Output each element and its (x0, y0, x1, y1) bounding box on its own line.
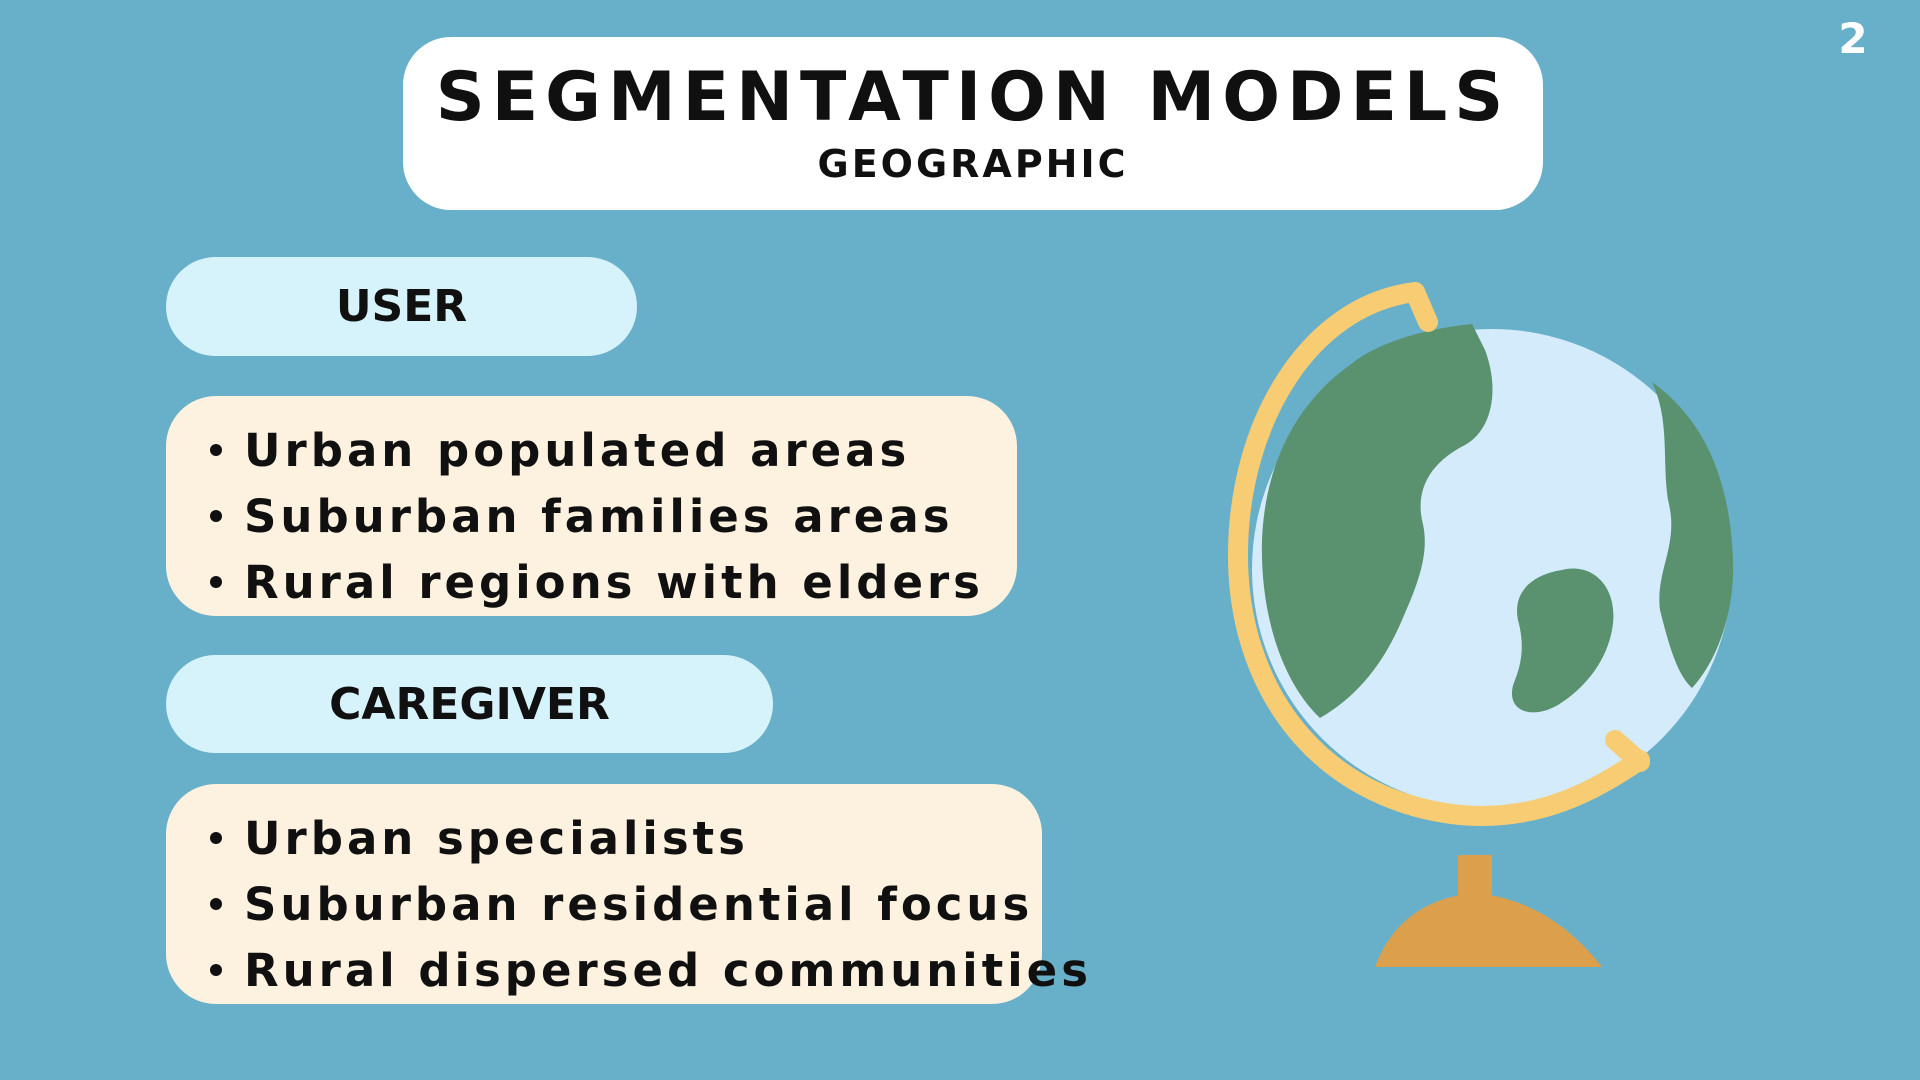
title-card: SEGMENTATION MODELS GEOGRAPHIC (403, 37, 1543, 210)
globe-stand-bottom (1605, 730, 1650, 772)
caregiver-label: CAREGIVER (329, 678, 610, 730)
list-item: Rural dispersed communities (210, 938, 1088, 1004)
user-label-pill: USER (166, 257, 637, 356)
caregiver-list-card: Urban specialists Suburban residential f… (166, 784, 1088, 1004)
page-title: SEGMENTATION MODELS (435, 58, 1511, 137)
list-item: Suburban families areas (210, 484, 1017, 550)
caregiver-label-pill: CAREGIVER (166, 655, 773, 753)
list-item-text: Rural regions with elders (244, 556, 984, 609)
bullet-icon (210, 898, 222, 910)
list-item-text: Rural dispersed communities (244, 944, 1092, 997)
page-number: 2 (1838, 14, 1868, 63)
list-item-text: Suburban residential focus (244, 878, 1034, 931)
bullet-icon (210, 444, 222, 456)
globe-stand-arc (1227, 282, 1650, 826)
globe-stem (1458, 855, 1492, 905)
list-item-text: Urban specialists (244, 812, 749, 865)
page-subtitle: GEOGRAPHIC (817, 142, 1129, 186)
list-item-text: Suburban families areas (244, 490, 954, 543)
user-label: USER (335, 281, 468, 332)
bullet-icon (210, 510, 222, 522)
globe-land-east (1652, 382, 1734, 688)
list-item: Suburban residential focus (210, 872, 1042, 938)
list-item-text: Urban populated areas (244, 424, 911, 477)
bullet-icon (210, 964, 222, 976)
bullet-icon (210, 576, 222, 588)
globe-icon (1227, 282, 1734, 967)
user-list-card: Urban populated areas Suburban families … (166, 396, 1017, 616)
list-item: Urban populated areas (210, 418, 1017, 484)
globe-stand-top (1405, 282, 1438, 332)
bullet-icon (210, 832, 222, 844)
globe-land-west (1261, 324, 1493, 718)
list-item: Rural regions with elders (210, 550, 1017, 616)
caregiver-list: Urban specialists Suburban residential f… (210, 806, 1088, 1004)
globe-base (1375, 893, 1602, 967)
globe-land-island (1511, 568, 1614, 713)
list-item: Urban specialists (210, 806, 1042, 872)
user-list: Urban populated areas Suburban families … (210, 418, 1017, 616)
